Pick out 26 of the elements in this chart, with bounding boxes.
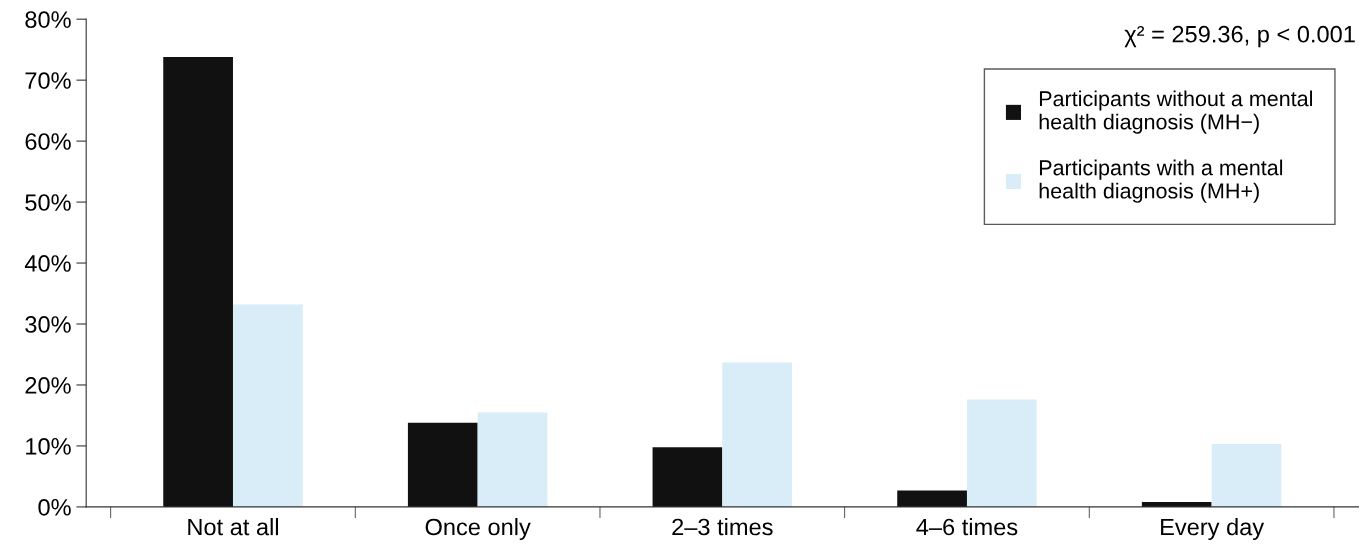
legend-label: Participants with a mental health diagnosis (MH+) (1039, 159, 1283, 203)
y-tick-label: 40% (24, 255, 71, 272)
bar (722, 362, 793, 507)
y-tick-label: 50% (25, 194, 71, 211)
annotation: χ² = 259.36, p < 0.001 (1124, 25, 1355, 48)
bar (897, 490, 967, 507)
y-tick-label: 10% (26, 438, 71, 455)
x-tick-label: 4–6 times (916, 518, 1018, 536)
bar (966, 399, 1037, 507)
bar (232, 304, 303, 507)
x-tick-label: Every day (1161, 518, 1265, 541)
x-tick-label: Once only (425, 518, 531, 541)
legend-label: Participants without a mental health diagnosis (MH−) (1039, 90, 1312, 134)
bar (652, 447, 723, 507)
y-tick-label: 60% (25, 133, 71, 150)
y-tick-label: 0% (38, 498, 71, 516)
y-tick-label: 70% (25, 72, 71, 89)
x-tick-label: Not at all (188, 518, 278, 536)
bar (477, 412, 548, 507)
y-tick-label: 30% (25, 316, 71, 333)
bar (1211, 444, 1282, 507)
x-tick-label: 2–3 times (672, 518, 773, 536)
bar (407, 422, 478, 507)
y-tick-label: 20% (25, 377, 71, 394)
y-tick-label: 80% (25, 11, 71, 28)
bar (163, 56, 233, 507)
